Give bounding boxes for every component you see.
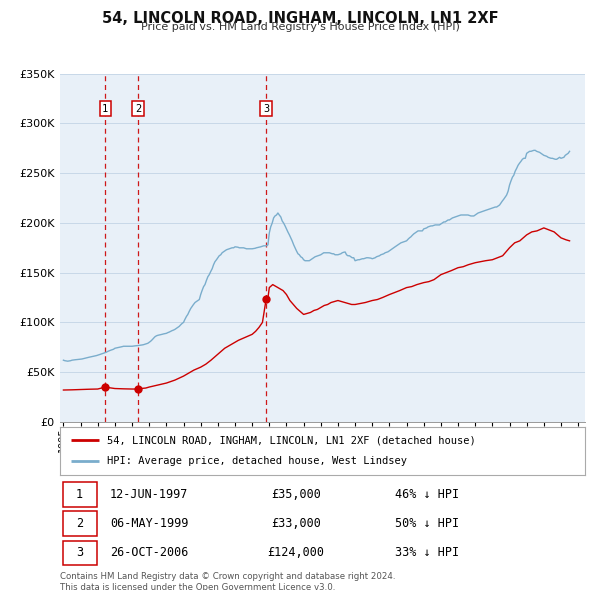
FancyBboxPatch shape [62, 512, 97, 536]
Text: HPI: Average price, detached house, West Lindsey: HPI: Average price, detached house, West… [107, 457, 407, 467]
Text: 1: 1 [102, 104, 109, 113]
Text: £124,000: £124,000 [268, 546, 325, 559]
Text: 54, LINCOLN ROAD, INGHAM, LINCOLN, LN1 2XF (detached house): 54, LINCOLN ROAD, INGHAM, LINCOLN, LN1 2… [107, 435, 476, 445]
Text: 1: 1 [76, 488, 83, 501]
Text: 2: 2 [135, 104, 141, 113]
Text: £35,000: £35,000 [271, 488, 321, 501]
Text: 33% ↓ HPI: 33% ↓ HPI [395, 546, 460, 559]
Text: 3: 3 [76, 546, 83, 559]
Text: 46% ↓ HPI: 46% ↓ HPI [395, 488, 460, 501]
Text: 06-MAY-1999: 06-MAY-1999 [110, 517, 188, 530]
FancyBboxPatch shape [62, 540, 97, 565]
Text: £33,000: £33,000 [271, 517, 321, 530]
Text: 54, LINCOLN ROAD, INGHAM, LINCOLN, LN1 2XF: 54, LINCOLN ROAD, INGHAM, LINCOLN, LN1 2… [101, 11, 499, 25]
Text: Contains HM Land Registry data © Crown copyright and database right 2024.
This d: Contains HM Land Registry data © Crown c… [60, 572, 395, 590]
Text: 2: 2 [76, 517, 83, 530]
Text: 50% ↓ HPI: 50% ↓ HPI [395, 517, 460, 530]
FancyBboxPatch shape [62, 482, 97, 507]
Text: Price paid vs. HM Land Registry's House Price Index (HPI): Price paid vs. HM Land Registry's House … [140, 22, 460, 32]
Text: 12-JUN-1997: 12-JUN-1997 [110, 488, 188, 501]
Text: 3: 3 [263, 104, 269, 113]
Text: 26-OCT-2006: 26-OCT-2006 [110, 546, 188, 559]
